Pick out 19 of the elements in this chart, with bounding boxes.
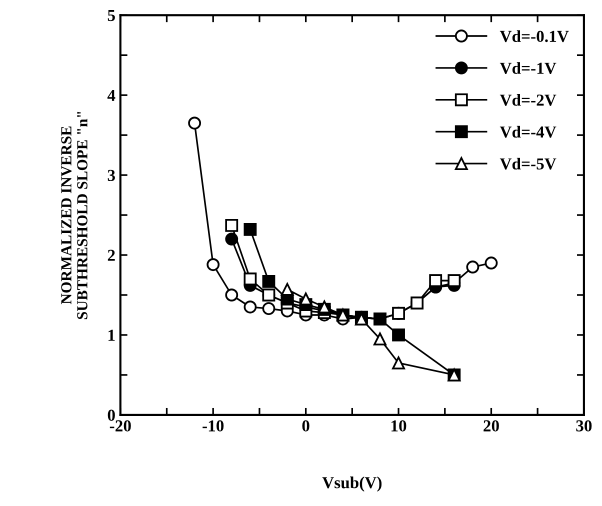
x-tick-label: -10	[202, 420, 224, 432]
y-tick-label: 3	[108, 170, 115, 182]
legend-label: Vd=-1V	[500, 62, 556, 74]
y-tick-label: 1	[108, 330, 115, 341]
x-tick-label: 10	[392, 420, 406, 432]
y-axis-title: NORMALIZED INVERSE SUBTHRESHOLD SLOPE "n"	[61, 112, 88, 320]
y-tick-label: 2	[108, 250, 115, 261]
x-axis-title: Vsub(V)	[322, 476, 382, 492]
legend-label: Vd=-4V	[500, 126, 556, 138]
y-tick-label: 4	[107, 90, 116, 101]
x-tick-label: -20	[110, 420, 131, 432]
x-tick-label: 0	[302, 420, 310, 432]
y-tick-label: 0	[108, 410, 115, 421]
x-tick-label: 30	[576, 420, 592, 432]
x-tick-label: 20	[484, 420, 499, 432]
legend-label: Vd=-5V	[500, 158, 556, 170]
legend-label: Vd=-0.1V	[500, 30, 569, 42]
legend-label: Vd=-2V	[500, 94, 556, 106]
y-tick-label: 5	[108, 10, 115, 22]
